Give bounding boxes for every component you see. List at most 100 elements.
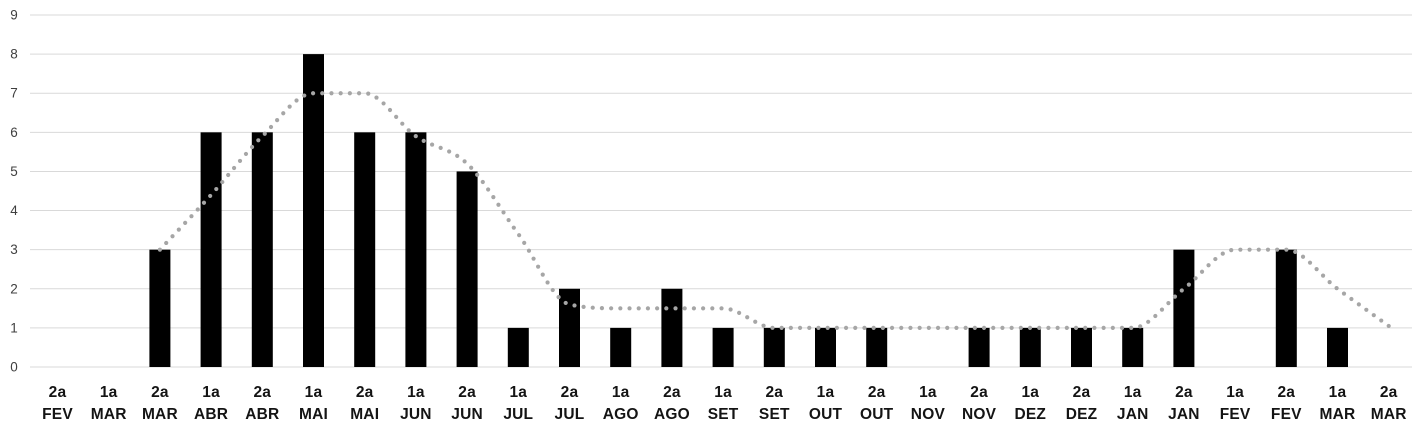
y-axis-tick-label: 6 [10, 125, 18, 140]
trend-dot [1293, 249, 1298, 254]
x-axis-label-month: NOV [962, 406, 997, 423]
trend-dot [366, 91, 371, 96]
x-axis-label-half: 2a [765, 384, 783, 401]
bar [200, 132, 222, 367]
x-axis-label-half: 1a [1226, 384, 1244, 401]
trend-dot [1314, 267, 1319, 272]
x-axis-label-half: 1a [407, 384, 425, 401]
trend-dot [862, 325, 867, 330]
trend-dot [871, 325, 876, 330]
y-axis-tick-label: 9 [10, 8, 18, 23]
trend-dot [701, 306, 706, 311]
trend-dot [954, 325, 959, 330]
trend-dot [522, 240, 527, 245]
trend-dot [545, 280, 550, 285]
trend-dot [991, 325, 996, 330]
trend-dot [1027, 325, 1033, 330]
x-axis-label-month: FEV [42, 406, 73, 423]
trend-dot [294, 98, 299, 103]
trend-dot [531, 256, 536, 261]
x-axis-label-month: JUL [555, 406, 585, 423]
trend-dot [469, 165, 474, 170]
x-axis-label-month: AGO [603, 406, 639, 423]
trend-dot [506, 217, 511, 223]
bar [610, 327, 632, 367]
bar [1173, 249, 1195, 367]
y-axis-tick-label: 2 [10, 281, 18, 296]
trend-dot [1018, 325, 1023, 330]
trend-dot [1179, 288, 1184, 293]
trend-dot [926, 325, 931, 330]
trend-dot [945, 325, 950, 330]
bar [354, 132, 376, 367]
trend-dot [480, 179, 485, 185]
bar [968, 327, 990, 367]
trend-dot [1307, 260, 1313, 265]
trend-dot [1193, 276, 1198, 281]
trend-dot [636, 306, 641, 311]
x-axis-label-half: 2a [868, 384, 886, 401]
trend-dot [1146, 319, 1151, 324]
x-axis-label-month: OUT [809, 406, 843, 423]
bar [763, 327, 785, 367]
y-axis-tick-label: 4 [10, 203, 18, 218]
trend-dot [302, 93, 307, 98]
x-axis-label-half: 2a [49, 384, 67, 401]
trend-dot [170, 234, 175, 239]
trend-dot [770, 325, 775, 330]
bar [1327, 327, 1348, 367]
trend-dot [536, 264, 541, 269]
trend-dot [1119, 325, 1125, 330]
trend-dot [682, 306, 687, 311]
trend-dot [1206, 263, 1211, 268]
trend-dot [753, 319, 758, 324]
trend-dot [455, 153, 460, 158]
trend-dot [1083, 325, 1088, 330]
x-axis-label-month: MAI [299, 406, 328, 423]
trend-dot [972, 325, 977, 330]
x-axis-label-month: SET [708, 406, 739, 423]
trend-dot [1349, 296, 1354, 302]
x-axis-label-month: DEZ [1066, 406, 1098, 423]
trend-dot [556, 295, 561, 300]
trend-dot [421, 138, 426, 143]
trend-dot [834, 325, 839, 330]
trend-dot [381, 101, 386, 106]
trend-dot [501, 210, 506, 215]
trend-dot [853, 325, 858, 330]
bar [712, 327, 734, 367]
x-axis-label-month: ABR [245, 406, 279, 423]
x-axis-label-month: FEV [1220, 406, 1251, 423]
x-axis-label-month: ABR [194, 406, 228, 423]
trend-dot [618, 306, 623, 311]
x-axis-label-half: 1a [509, 384, 527, 401]
trend-dot [673, 306, 678, 311]
trend-dot [1064, 325, 1069, 330]
trend-dot [256, 138, 261, 143]
x-axis-label-month: FEV [1271, 406, 1302, 423]
trend-dot [320, 91, 325, 96]
x-axis-label-month: SET [759, 406, 790, 423]
trend-dot [807, 325, 812, 330]
trend-dot [249, 144, 255, 150]
trend-dot [1275, 247, 1280, 252]
trend-dot [1129, 325, 1134, 330]
x-axis-label-half: 2a [1073, 384, 1091, 401]
y-axis-tick-label: 8 [10, 47, 18, 62]
x-axis-label-month: MAR [1320, 406, 1356, 423]
trend-dot [889, 325, 895, 330]
trend-dot [550, 287, 555, 293]
trend-dot [394, 114, 399, 119]
trend-dot [737, 310, 742, 315]
trend-dot [243, 151, 249, 157]
trend-dot [745, 315, 750, 320]
trend-dot [1213, 256, 1218, 262]
x-axis-label-half: 2a [970, 384, 988, 401]
bar [1122, 327, 1144, 367]
trend-dot [1327, 279, 1332, 285]
trend-dot [517, 233, 522, 238]
trend-dot [719, 306, 724, 311]
trend-dot [208, 193, 213, 199]
x-axis-label-month: JUL [503, 406, 533, 423]
trend-dot [655, 306, 660, 311]
